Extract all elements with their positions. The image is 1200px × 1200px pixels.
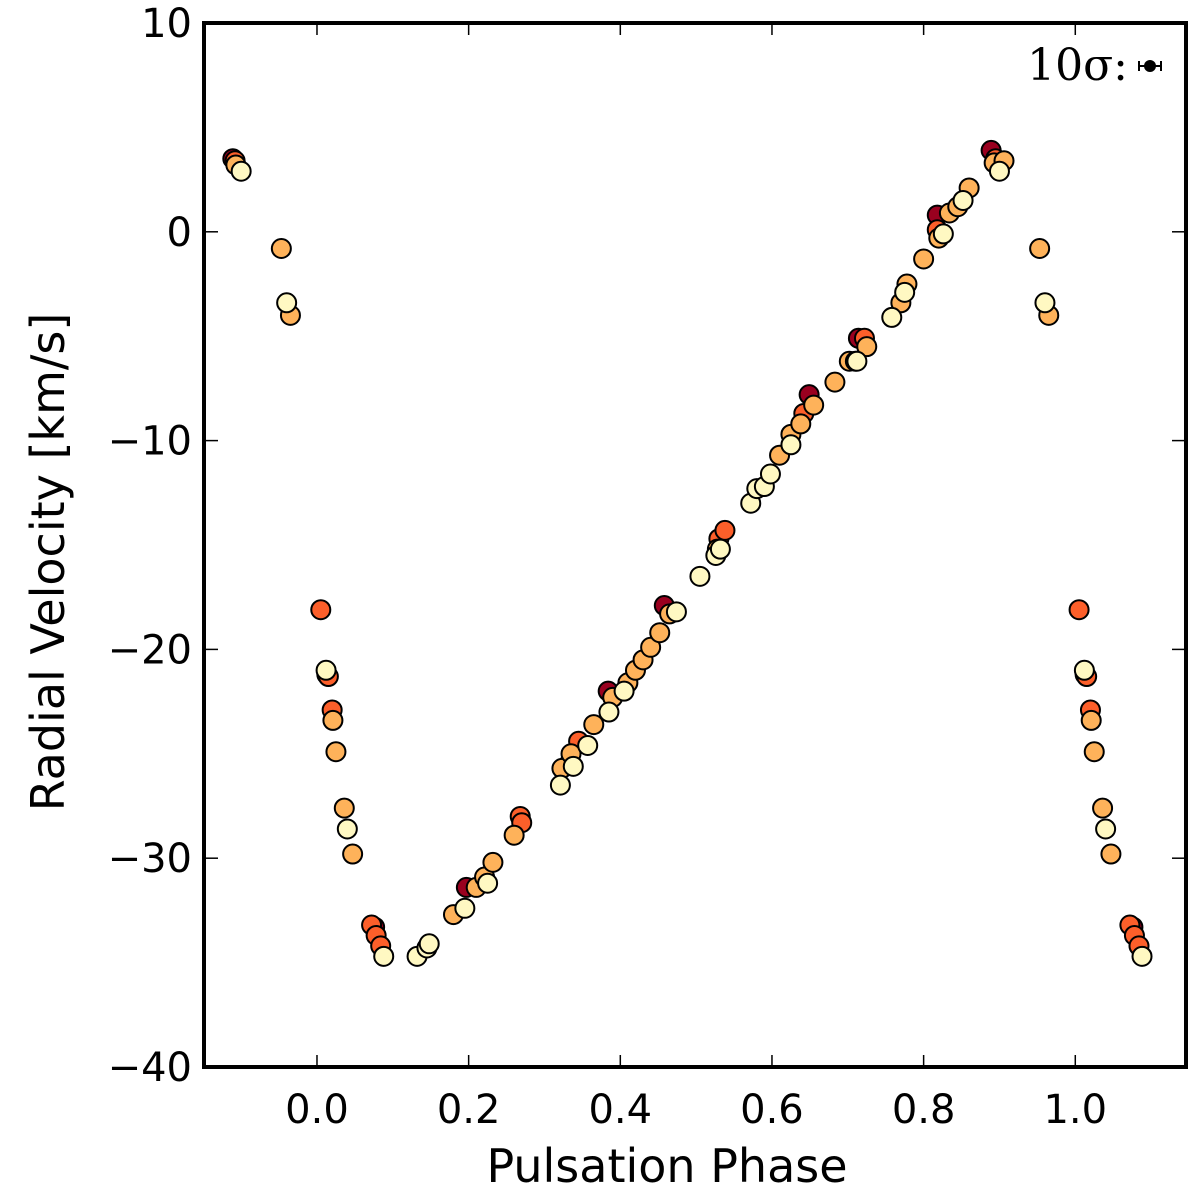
x-tick-label: 0.8 (892, 1087, 956, 1133)
error-bar-scale-annotation: 10σ: (1027, 40, 1162, 91)
data-point-pale_yellow (689, 565, 711, 587)
error-bar-point (1144, 60, 1156, 72)
y-axis-ticks: 10 0 −10 −20 −30 −40 (108, 1, 1186, 1091)
data-point-red_orange (1068, 599, 1090, 621)
data-point-pale_yellow (952, 189, 974, 211)
data-point-pale_yellow (562, 755, 584, 777)
y-tick-label: −10 (108, 419, 192, 465)
data-point-pale_yellow (613, 680, 635, 702)
data-point-pale_yellow (477, 872, 499, 894)
data-point-orange (803, 394, 825, 416)
data-point-red_orange (310, 599, 332, 621)
data-point-orange (342, 843, 364, 865)
x-axis-label: Pulsation Phase (486, 1139, 847, 1193)
data-point-pale_yellow (1095, 818, 1117, 840)
x-tick-label: 0.6 (740, 1087, 804, 1133)
data-point-orange (856, 336, 878, 358)
x-axis-ticks: 0.0 0.2 0.4 0.6 0.8 1.0 (285, 23, 1107, 1133)
y-tick-label: −40 (108, 1045, 192, 1091)
scatter-markers (222, 139, 1153, 967)
y-tick-label: −20 (108, 627, 192, 673)
data-point-pale_yellow (881, 306, 903, 328)
y-tick-label: −30 (108, 836, 192, 882)
data-point-pale_yellow (988, 160, 1010, 182)
data-point-red_orange (714, 519, 736, 541)
data-point-pale_yellow (1034, 292, 1056, 314)
data-point-orange (583, 714, 605, 736)
data-point-pale_yellow (598, 701, 620, 723)
data-point-orange (325, 741, 347, 763)
data-point-pale_yellow (336, 818, 358, 840)
data-point-orange (1092, 797, 1114, 819)
data-point-orange (503, 824, 525, 846)
data-point-orange (1029, 238, 1051, 260)
data-point-pale_yellow (894, 281, 916, 303)
data-point-pale_yellow (315, 659, 337, 681)
data-point-orange (1083, 741, 1105, 763)
data-point-pale_yellow (454, 897, 476, 919)
y-tick-label: 10 (141, 1, 192, 47)
data-point-orange (322, 709, 344, 731)
y-tick-label: 0 (167, 210, 192, 256)
x-tick-label: 0.0 (285, 1087, 349, 1133)
data-point-orange (482, 851, 504, 873)
x-tick-label: 0.4 (588, 1087, 652, 1133)
y-axis-label: Radial Velocity [km/s] (21, 313, 75, 812)
data-point-orange (824, 371, 846, 393)
data-point-orange (913, 248, 935, 270)
data-point-pale_yellow (780, 434, 802, 456)
data-point-pale_yellow (665, 601, 687, 623)
data-point-pale_yellow (577, 734, 599, 756)
data-point-orange (790, 413, 812, 435)
data-point-pale_yellow (1073, 659, 1095, 681)
data-point-orange (333, 797, 355, 819)
data-point-orange (270, 238, 292, 260)
error-scale-label: 10σ: (1027, 40, 1128, 91)
data-point-pale_yellow (846, 350, 868, 372)
data-point-pale_yellow (549, 774, 571, 796)
x-tick-label: 1.0 (1043, 1087, 1107, 1133)
data-point-pale_yellow (1131, 945, 1153, 967)
plot-frame (202, 21, 1188, 1069)
data-point-pale_yellow (709, 538, 731, 560)
data-point-pale_yellow (230, 160, 252, 182)
data-point-pale_yellow (418, 933, 440, 955)
data-point-orange (649, 622, 671, 644)
data-point-pale_yellow (373, 945, 395, 967)
data-point-pale_yellow (932, 223, 954, 245)
data-point-pale_yellow (759, 463, 781, 485)
x-tick-label: 0.2 (437, 1087, 501, 1133)
data-point-orange (1100, 843, 1122, 865)
data-point-orange (1080, 709, 1102, 731)
data-point-pale_yellow (276, 292, 298, 314)
